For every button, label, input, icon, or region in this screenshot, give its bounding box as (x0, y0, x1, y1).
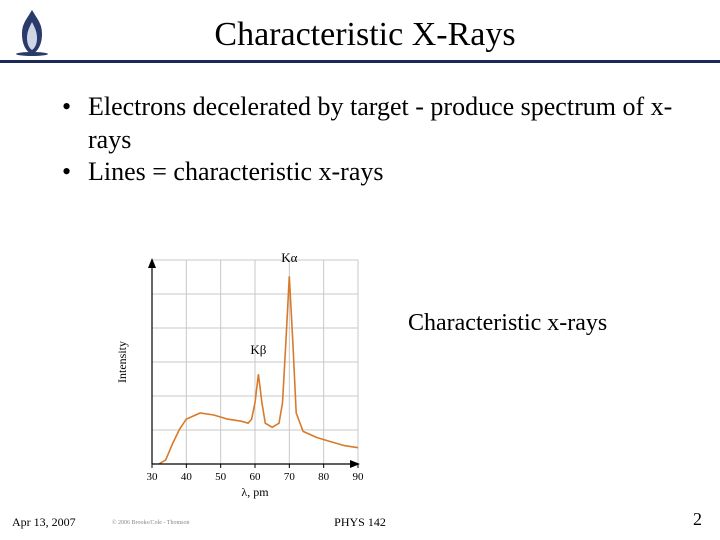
bullet-list: Electrons decelerated by target - produc… (60, 91, 680, 189)
svg-text:Intensity: Intensity (115, 341, 129, 383)
page-title: Characteristic X-Rays (70, 16, 700, 60)
xray-spectrum-chart: 30 40 50 60 70 80 90 λ, pm Intensity Kα Kβ (110, 242, 370, 502)
svg-text:λ, pm: λ, pm (241, 485, 269, 499)
chart-annotation: Characteristic x-rays (408, 310, 607, 337)
svg-text:70: 70 (284, 471, 296, 483)
footer-page-number: 2 (693, 509, 702, 530)
svg-text:30: 30 (147, 471, 159, 483)
svg-text:60: 60 (250, 471, 262, 483)
svg-text:90: 90 (353, 471, 365, 483)
content-area: Electrons decelerated by target - produc… (0, 63, 720, 189)
svg-text:40: 40 (181, 471, 193, 483)
svg-text:80: 80 (318, 471, 330, 483)
bullet-item: Lines = characteristic x-rays (60, 156, 680, 189)
svg-text:Kα: Kα (281, 250, 297, 265)
footer-course: PHYS 142 (0, 515, 720, 530)
flame-logo-icon (12, 8, 52, 56)
chart-copyright: © 2006 Brooks/Cole - Thomson (112, 520, 189, 526)
bullet-item: Electrons decelerated by target - produc… (60, 91, 680, 156)
svg-text:Kβ: Kβ (250, 342, 266, 357)
svg-text:50: 50 (215, 471, 227, 483)
